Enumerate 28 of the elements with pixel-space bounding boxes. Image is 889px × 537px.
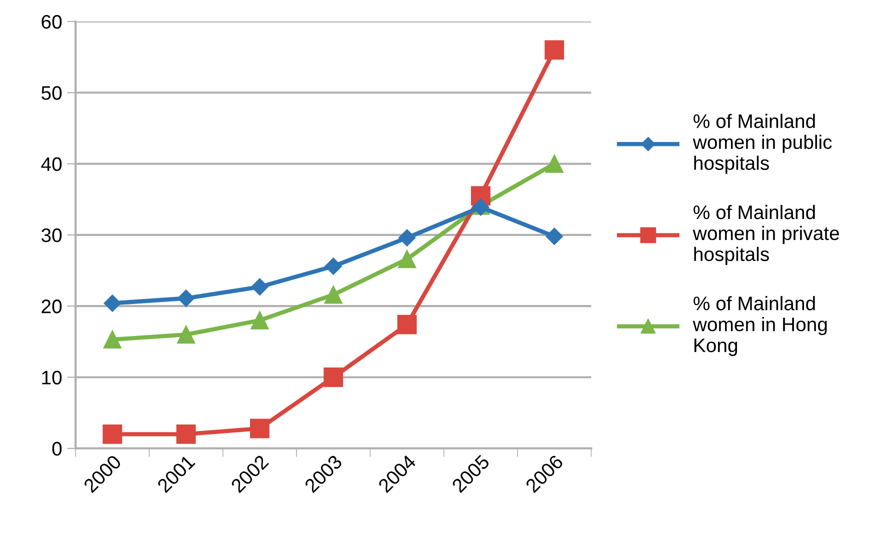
legend-label: % of Mainland women in public hospitals: [692, 114, 832, 174]
point: [324, 258, 342, 275]
point: [398, 250, 416, 268]
y-tick-label: 40: [41, 157, 62, 172]
point: [178, 290, 195, 307]
point: [397, 314, 417, 334]
point: [544, 40, 564, 60]
y-tick-label: 10: [42, 370, 62, 384]
y-tick-label: 60: [42, 14, 62, 29]
y-tick-label: 20: [42, 300, 62, 314]
point: [324, 368, 344, 387]
point: [251, 278, 268, 296]
point: [103, 330, 122, 349]
point: [177, 326, 196, 344]
legend-label: % of Mainland women in private hospitals: [692, 204, 840, 265]
point: [250, 418, 270, 438]
point: [176, 424, 196, 444]
point: [398, 229, 416, 246]
y-tick-label: 30: [41, 228, 62, 242]
point: [545, 154, 564, 173]
point: [102, 424, 122, 444]
y-tick-label: 50: [42, 86, 62, 100]
legend-label: % of Mainland women in Hong Kong: [692, 296, 827, 356]
point: [546, 228, 563, 245]
y-tick-label: 0: [52, 442, 62, 456]
point: [250, 311, 269, 330]
point: [324, 286, 342, 304]
point: [104, 294, 121, 312]
